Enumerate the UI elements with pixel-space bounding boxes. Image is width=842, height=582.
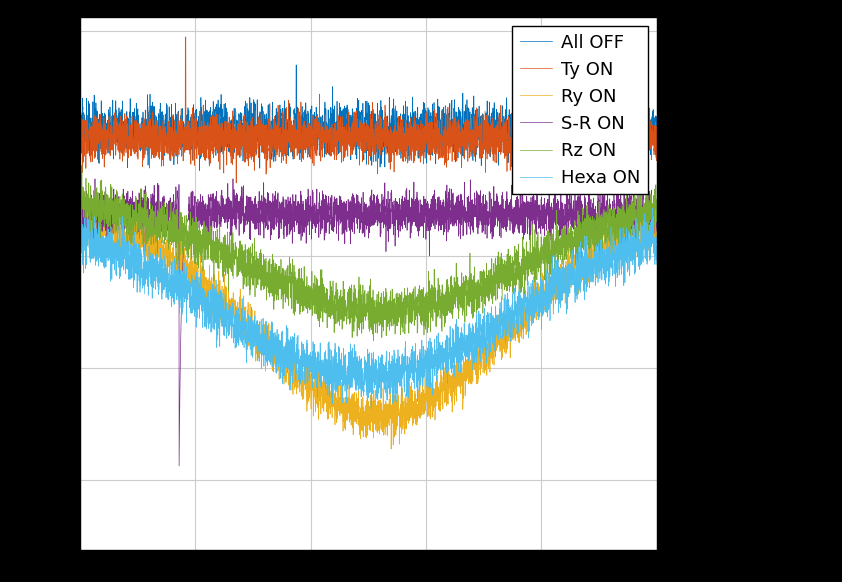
All OFF: [642, 168, 652, 175]
Line: Hexa ON: Hexa ON: [80, 208, 657, 409]
Ty ON: [296, 139, 306, 146]
All OFF: [75, 109, 85, 116]
Hexa ON: [296, 352, 306, 359]
All OFF: [549, 110, 559, 117]
Ty ON: [549, 130, 559, 137]
Ty ON: [75, 125, 85, 132]
Hexa ON: [421, 353, 431, 360]
S-R ON: [505, 196, 515, 203]
All OFF: [505, 139, 515, 146]
Ty ON: [450, 108, 461, 115]
Ry ON: [549, 265, 559, 272]
Ry ON: [75, 225, 85, 232]
All OFF: [450, 150, 461, 157]
Line: All OFF: All OFF: [80, 65, 657, 172]
Rz ON: [505, 280, 515, 287]
Ty ON: [179, 149, 189, 156]
Ty ON: [505, 154, 515, 161]
All OFF: [179, 124, 189, 131]
Hexa ON: [75, 247, 85, 254]
All OFF: [291, 62, 301, 69]
Ry ON: [652, 216, 662, 223]
Hexa ON: [652, 261, 662, 268]
Hexa ON: [179, 291, 189, 298]
S-R ON: [180, 231, 190, 238]
Rz ON: [652, 203, 662, 210]
Line: Ry ON: Ry ON: [80, 193, 657, 449]
Rz ON: [421, 306, 431, 313]
Ry ON: [505, 323, 515, 330]
S-R ON: [652, 211, 662, 218]
Ry ON: [88, 189, 99, 196]
S-R ON: [174, 463, 184, 470]
Hexa ON: [647, 205, 658, 212]
Rz ON: [180, 212, 190, 219]
S-R ON: [228, 175, 238, 182]
Ty ON: [421, 134, 431, 141]
All OFF: [296, 148, 306, 155]
Hexa ON: [549, 266, 559, 273]
Ty ON: [232, 179, 242, 186]
Line: S-R ON: S-R ON: [80, 179, 657, 466]
Rz ON: [77, 162, 87, 169]
Ry ON: [180, 267, 190, 274]
Rz ON: [450, 279, 461, 286]
Rz ON: [369, 338, 379, 345]
All OFF: [421, 108, 431, 115]
Hexa ON: [450, 346, 461, 353]
Ry ON: [296, 360, 306, 367]
S-R ON: [75, 217, 85, 223]
Ry ON: [386, 445, 397, 452]
S-R ON: [549, 217, 559, 224]
Rz ON: [75, 218, 85, 225]
Ty ON: [652, 133, 662, 140]
Ry ON: [421, 392, 431, 399]
Ry ON: [450, 375, 461, 382]
All OFF: [652, 117, 662, 124]
S-R ON: [421, 212, 431, 219]
Rz ON: [549, 237, 559, 244]
Hexa ON: [366, 405, 376, 412]
Line: Ty ON: Ty ON: [80, 37, 657, 183]
Hexa ON: [505, 332, 515, 339]
Ty ON: [180, 34, 190, 41]
Legend: All OFF, Ty ON, Ry ON, S-R ON, Rz ON, Hexa ON: All OFF, Ty ON, Ry ON, S-R ON, Rz ON, He…: [513, 27, 647, 194]
Line: Rz ON: Rz ON: [80, 165, 657, 341]
Rz ON: [296, 288, 306, 295]
S-R ON: [296, 214, 306, 221]
S-R ON: [450, 200, 461, 207]
